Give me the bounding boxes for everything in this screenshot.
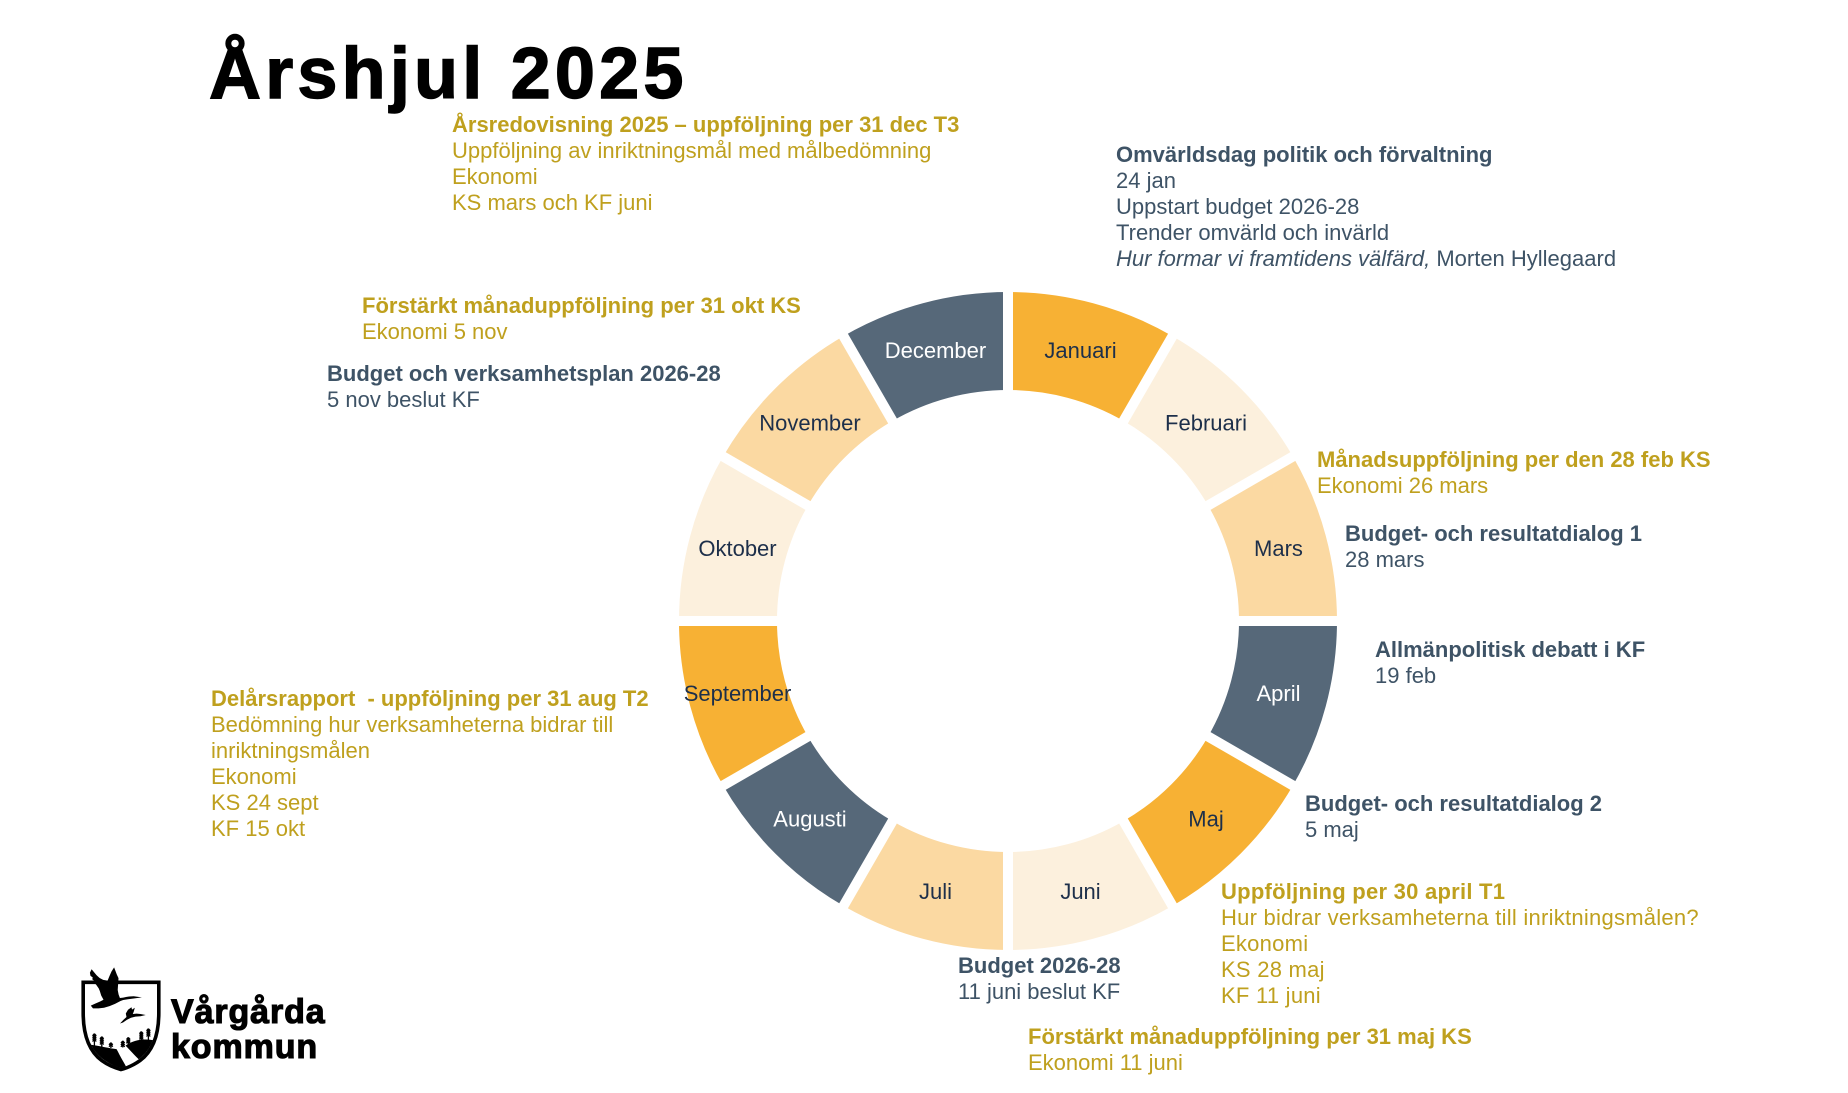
svg-text:Juli: Juli bbox=[919, 879, 952, 904]
svg-text:Januari: Januari bbox=[1044, 338, 1116, 363]
svg-text:Oktober: Oktober bbox=[698, 536, 776, 561]
svg-text:November: November bbox=[759, 411, 860, 436]
svg-text:December: December bbox=[885, 338, 986, 363]
svg-text:Juni: Juni bbox=[1060, 879, 1100, 904]
svg-text:Maj: Maj bbox=[1188, 807, 1223, 832]
svg-text:Mars: Mars bbox=[1254, 536, 1303, 561]
svg-text:Februari: Februari bbox=[1165, 411, 1247, 436]
svg-text:Augusti: Augusti bbox=[773, 807, 846, 832]
svg-text:September: September bbox=[684, 681, 792, 706]
svg-text:April: April bbox=[1256, 681, 1300, 706]
